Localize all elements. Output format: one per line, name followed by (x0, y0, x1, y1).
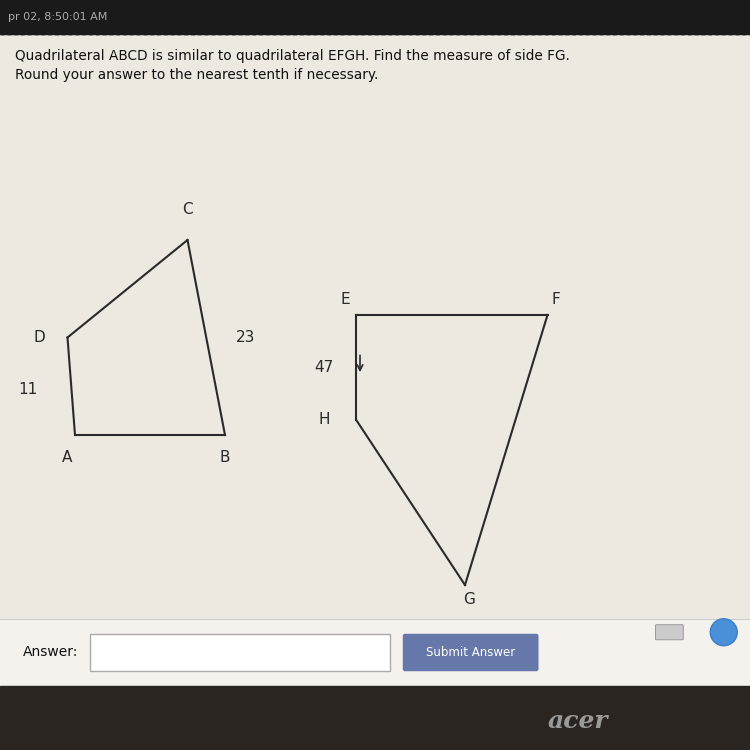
Text: Quadrilateral ABCD is similar to quadrilateral EFGH. Find the measure of side FG: Quadrilateral ABCD is similar to quadril… (15, 49, 570, 63)
Text: 47: 47 (314, 360, 334, 375)
Circle shape (710, 619, 737, 646)
Text: G: G (463, 592, 475, 608)
Text: 11: 11 (18, 382, 38, 398)
Text: D: D (33, 330, 45, 345)
Text: A: A (62, 450, 73, 465)
Text: Submit Answer: Submit Answer (426, 646, 516, 659)
Text: Answer:: Answer: (22, 646, 78, 659)
Text: B: B (220, 450, 230, 465)
Text: Round your answer to the nearest tenth if necessary.: Round your answer to the nearest tenth i… (15, 68, 378, 82)
Bar (0, 619, 750, 686)
Text: F: F (551, 292, 560, 308)
Text: H: H (319, 413, 330, 428)
FancyBboxPatch shape (403, 634, 538, 671)
Text: 23: 23 (236, 330, 256, 345)
Text: acer: acer (548, 710, 608, 734)
Bar (0, 35, 750, 622)
Text: pr 02, 8:50:01 AM: pr 02, 8:50:01 AM (8, 11, 106, 22)
Bar (0, 686, 750, 750)
FancyBboxPatch shape (656, 625, 683, 640)
Bar (0, 0, 750, 34)
Text: E: E (340, 292, 350, 308)
Text: C: C (182, 202, 193, 217)
FancyBboxPatch shape (90, 634, 390, 671)
